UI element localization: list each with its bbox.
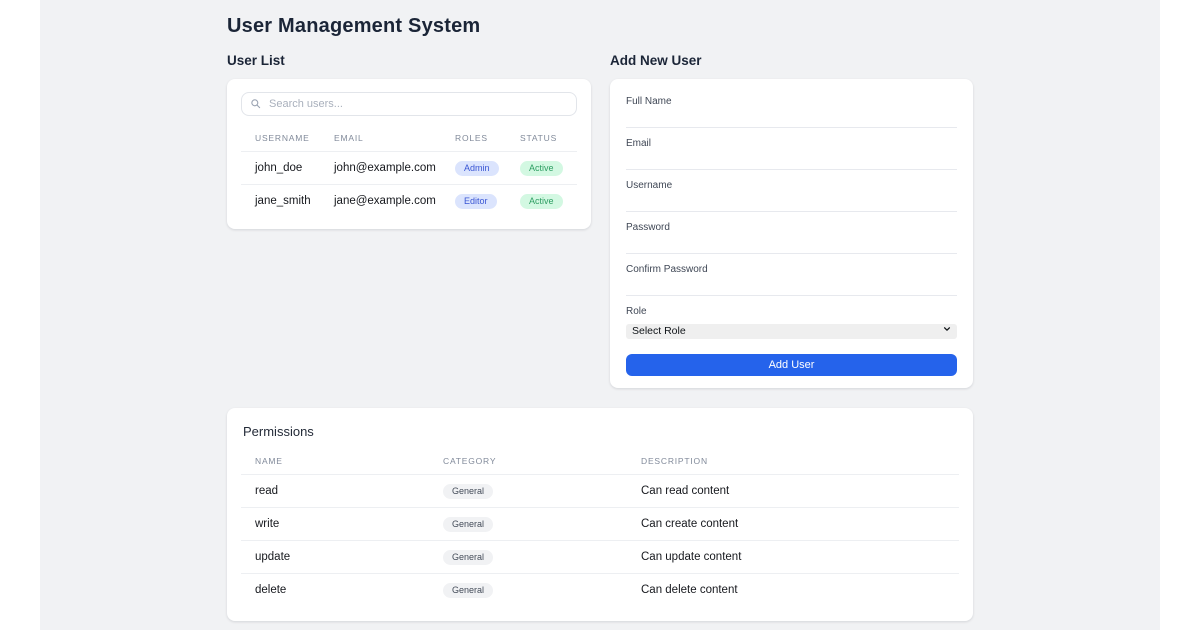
add-user-button[interactable]: Add User [626, 354, 957, 376]
permission-category-cell: General [429, 574, 627, 607]
permission-description-cell: Can delete content [641, 584, 738, 597]
role-badge: Editor [455, 193, 497, 209]
email-group: Email [626, 137, 957, 179]
search-input[interactable] [241, 92, 577, 116]
column-header-roles: ROLES [441, 127, 506, 152]
username-cell: jane_smith [255, 195, 311, 208]
status-cell: Active [506, 151, 577, 185]
two-column-layout: User List USERNAME [227, 52, 973, 388]
permission-description-cell: Can update content [627, 540, 959, 574]
category-badge: General [443, 582, 494, 598]
permission-description-cell: Can create content [627, 507, 959, 541]
permission-description-cell: Can read content [627, 474, 959, 508]
password-label: Password [626, 222, 670, 233]
status-badge: Active [520, 160, 563, 176]
column-header-username: USERNAME [241, 127, 320, 152]
role-group: Role Select Role [626, 305, 957, 339]
confirm-password-label: Confirm Password [626, 264, 708, 275]
user-list-heading: User List [227, 53, 285, 68]
table-row: update General Can update content [241, 540, 959, 574]
permission-name-cell: read [241, 474, 429, 508]
user-table: USERNAME EMAIL ROLES STATUS john_doe joh… [241, 127, 577, 218]
username-cell: john_doe [241, 151, 320, 185]
status-badge: Active [520, 193, 563, 209]
email-field[interactable] [626, 153, 957, 170]
search-box [241, 92, 577, 116]
permission-category-cell: General [429, 507, 627, 541]
role-label: Role [626, 306, 647, 317]
table-row: write General Can create content [241, 507, 959, 541]
category-badge: General [443, 549, 494, 565]
page-title: User Management System [227, 15, 481, 37]
search-icon [251, 99, 261, 109]
password-group: Password [626, 221, 957, 263]
add-user-section: Add New User Full Name Email Username [610, 52, 973, 388]
email-cell: jane@example.com [334, 195, 436, 208]
column-header-status: STATUS [506, 127, 577, 152]
confirm-password-group: Confirm Password [626, 263, 957, 305]
full-name-group: Full Name [626, 95, 957, 137]
user-list-section: User List USERNAME [227, 52, 591, 388]
add-user-card: Full Name Email Username Password [610, 79, 973, 388]
permissions-header-row: NAME CATEGORY DESCRIPTION [241, 450, 959, 475]
column-header-email: EMAIL [320, 127, 441, 152]
app-canvas: User Management System User List [40, 0, 1160, 630]
role-badge: Admin [455, 160, 499, 176]
role-select[interactable]: Select Role [626, 323, 957, 339]
username-field[interactable] [626, 195, 957, 212]
permission-category-cell: General [429, 474, 627, 508]
user-list-card: USERNAME EMAIL ROLES STATUS john_doe joh… [227, 79, 591, 229]
table-row: jane_smith jane@example.com Editor Activ… [241, 185, 577, 218]
table-row: john_doe john@example.com Admin Active [241, 151, 577, 185]
username-group: Username [626, 179, 957, 221]
content-container: User Management System User List [227, 0, 973, 621]
roles-cell: Editor [441, 185, 506, 218]
permissions-table: NAME CATEGORY DESCRIPTION read General C… [241, 450, 959, 607]
column-header-name: NAME [241, 450, 429, 475]
status-cell: Active [506, 185, 577, 218]
permission-name-cell: delete [255, 584, 287, 597]
email-label: Email [626, 138, 652, 149]
column-header-description: DESCRIPTION [627, 450, 959, 475]
user-table-header-row: USERNAME EMAIL ROLES STATUS [241, 127, 577, 152]
column-header-category: CATEGORY [429, 450, 627, 475]
full-name-field[interactable] [626, 111, 957, 128]
permission-category-cell: General [429, 540, 627, 574]
permissions-heading: Permissions [243, 424, 314, 439]
password-field[interactable] [626, 237, 957, 254]
permissions-card: Permissions NAME CATEGORY DESCRIPTION re… [227, 408, 973, 621]
permission-name-cell: write [241, 507, 429, 541]
role-select-wrap: Select Role [626, 321, 957, 339]
username-label: Username [626, 180, 673, 191]
roles-cell: Admin [441, 151, 506, 185]
email-cell: john@example.com [320, 151, 441, 185]
table-row: read General Can read content [241, 474, 959, 508]
table-row: delete General Can delete content [241, 574, 959, 607]
permission-name-cell: update [241, 540, 429, 574]
full-name-label: Full Name [626, 96, 672, 107]
add-user-heading: Add New User [610, 53, 702, 68]
category-badge: General [443, 483, 494, 499]
category-badge: General [443, 516, 494, 532]
confirm-password-field[interactable] [626, 279, 957, 296]
